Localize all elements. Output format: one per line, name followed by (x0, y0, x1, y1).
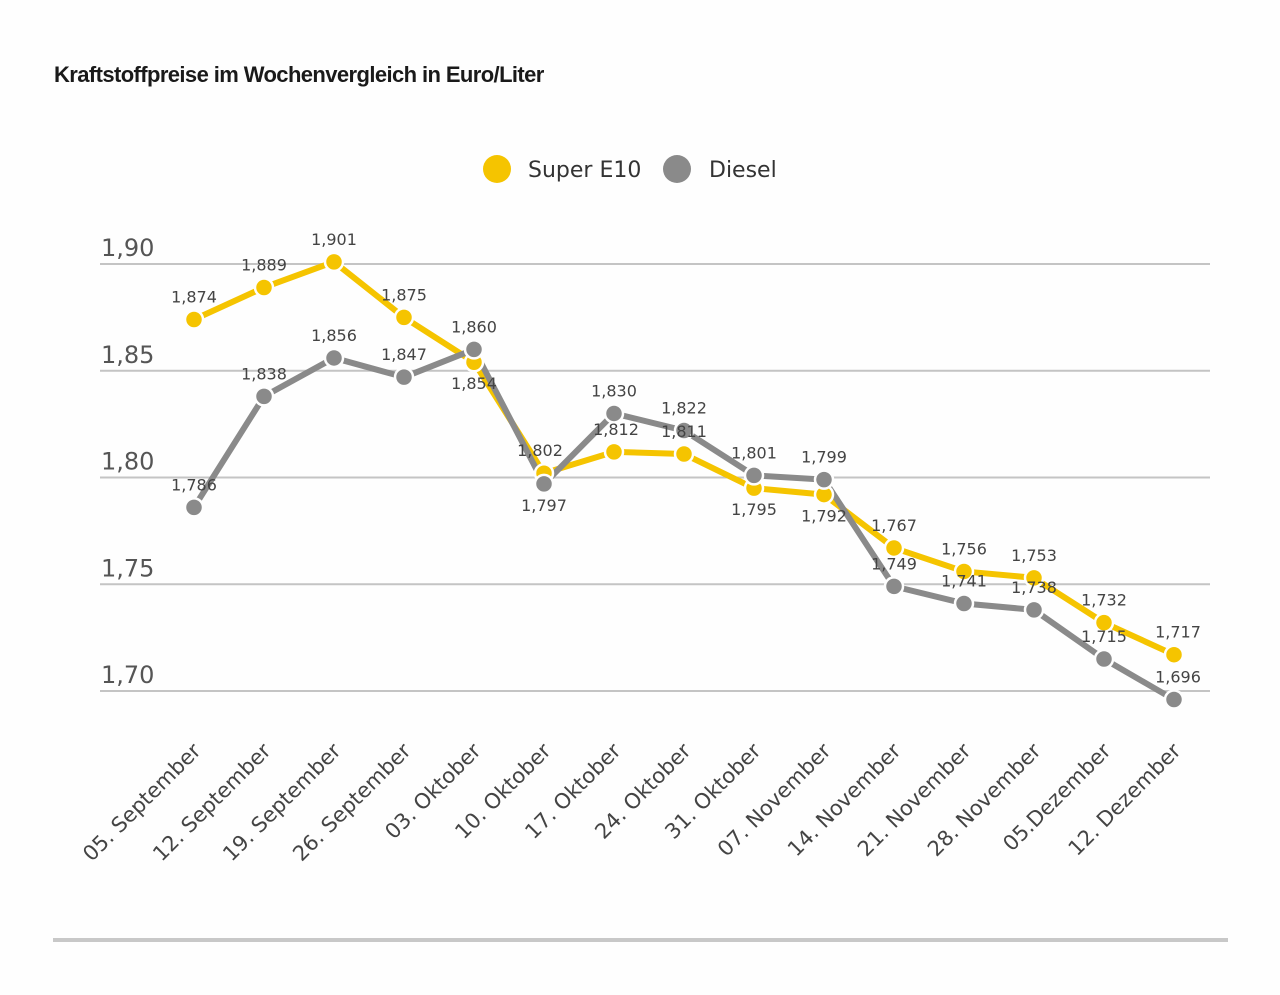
data-label: 1,738 (1011, 578, 1057, 597)
x-tick-label: 26. September (288, 738, 416, 866)
data-labels: 1,874 1,889 1,901 1,875 1,854 1,802 1,812 1,811… (171, 230, 1201, 687)
data-label: 1,875 (381, 285, 427, 304)
y-axis: 1,90 1,85 1,80 1,75 1,70 (101, 234, 154, 689)
x-tick-label: 12. September (148, 738, 276, 866)
data-label: 1,801 (731, 443, 777, 462)
data-label: 1,741 (941, 571, 987, 590)
data-point (883, 576, 905, 597)
data-point (603, 403, 625, 424)
data-point (1023, 599, 1045, 621)
legend-marker-diesel (663, 155, 691, 183)
data-label: 1,802 (517, 441, 563, 460)
data-point (183, 497, 205, 518)
data-label: 1,749 (871, 554, 917, 573)
legend-label: Super E10 (528, 158, 641, 183)
data-point (673, 420, 695, 441)
data-label: 1,854 (451, 374, 497, 393)
footer-divider (53, 938, 1228, 942)
x-tick-label: 05. September (78, 738, 206, 866)
data-label: 1,792 (801, 507, 847, 526)
data-label: 1,786 (171, 475, 217, 494)
data-point (393, 307, 415, 328)
y-tick-label: 1,70 (101, 661, 154, 689)
y-tick-label: 1,75 (101, 554, 154, 582)
data-point (743, 465, 765, 486)
data-label: 1,822 (661, 399, 707, 418)
data-label: 1,767 (871, 516, 917, 535)
data-label: 1,696 (1155, 668, 1201, 687)
legend-label: Diesel (709, 158, 777, 183)
y-tick-label: 1,90 (101, 234, 154, 262)
data-label: 1,860 (451, 317, 497, 336)
data-label: 1,889 (241, 255, 287, 274)
data-point (1163, 689, 1185, 710)
data-label: 1,756 (941, 539, 987, 558)
legend-marker-super-e10 (483, 155, 511, 183)
data-point (603, 441, 625, 463)
data-point (323, 251, 345, 273)
data-label: 1,715 (1081, 627, 1127, 646)
y-tick-label: 1,85 (101, 341, 154, 369)
data-point (883, 537, 905, 559)
data-label: 1,795 (731, 500, 777, 519)
data-label: 1,732 (1081, 591, 1127, 610)
data-point (1163, 644, 1185, 665)
y-tick-label: 1,80 (101, 448, 154, 476)
data-point (953, 593, 975, 614)
data-point (1093, 612, 1115, 633)
data-label: 1,812 (593, 420, 639, 439)
data-label: 1,838 (241, 364, 287, 383)
data-label: 1,717 (1155, 623, 1201, 642)
data-point (953, 561, 975, 582)
chart-title: Kraftstoffpreise im Wochenvergleich in E… (54, 62, 544, 87)
data-label: 1,856 (311, 326, 357, 345)
data-point (253, 386, 275, 407)
data-label: 1,811 (661, 422, 707, 441)
data-label: 1,830 (591, 381, 637, 400)
data-label: 1,797 (521, 496, 567, 515)
x-tick-label: 19. September (218, 738, 346, 866)
data-point (183, 309, 205, 330)
data-point (1093, 648, 1115, 670)
data-point (463, 339, 485, 360)
series-points (183, 251, 1185, 710)
data-label: 1,901 (311, 230, 357, 249)
data-point (813, 469, 835, 490)
data-point (673, 443, 695, 465)
data-point (533, 473, 555, 495)
gridlines (100, 263, 1210, 692)
data-point (253, 277, 275, 298)
data-label: 1,874 (171, 288, 217, 307)
legend: Super E10 Diesel (483, 155, 777, 183)
data-label: 1,799 (801, 448, 847, 467)
data-point (1023, 567, 1045, 589)
data-label: 1,847 (381, 345, 427, 364)
data-point (323, 347, 345, 369)
data-point (393, 366, 415, 388)
data-label: 1,753 (1011, 546, 1057, 565)
